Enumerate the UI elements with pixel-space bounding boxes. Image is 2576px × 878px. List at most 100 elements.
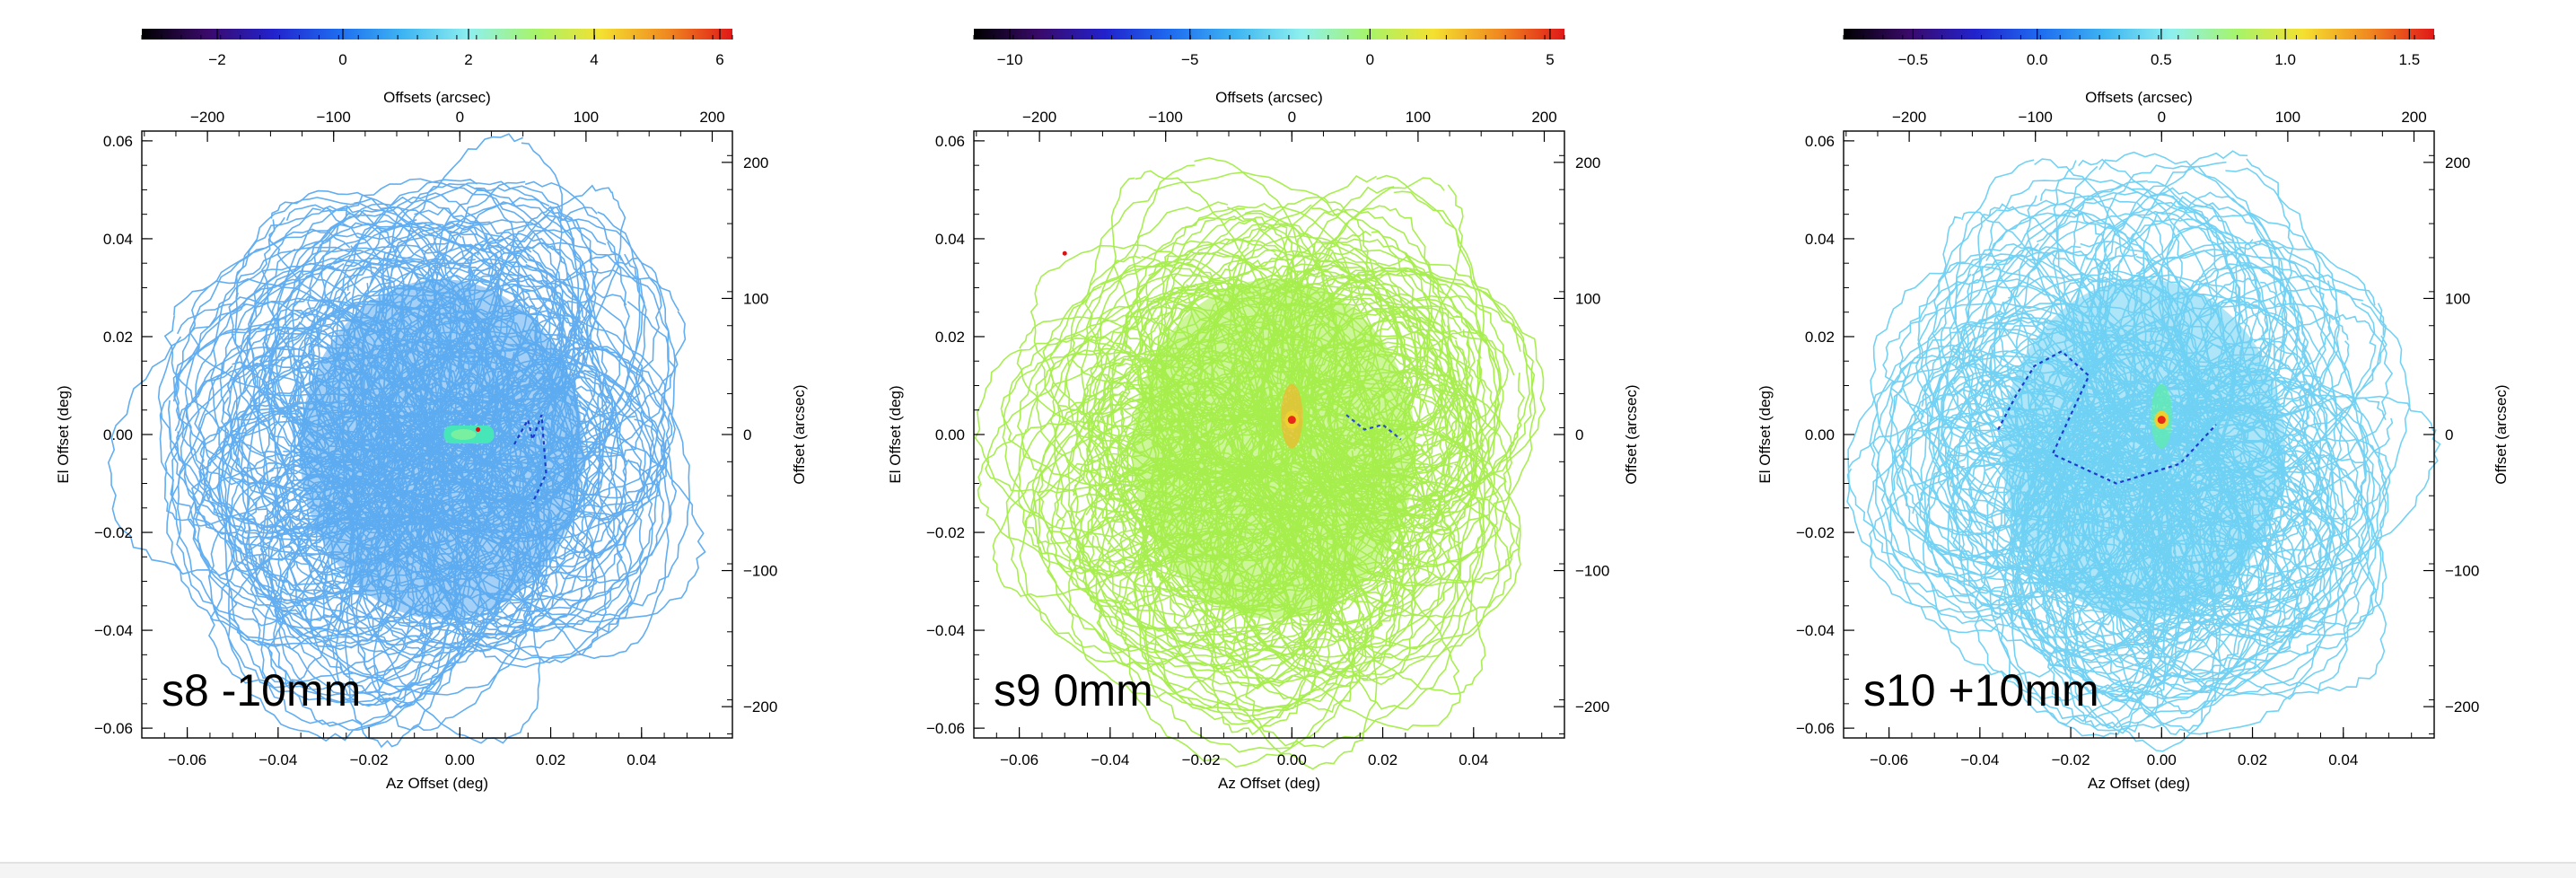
- colorbar-tick-label: 1.5: [2399, 51, 2421, 68]
- panel-label: s9 0mm: [994, 665, 1153, 716]
- right-tick-label: 200: [1575, 154, 1600, 171]
- top-tick-label: −200: [190, 109, 224, 126]
- x-tick-label: 0.04: [2328, 751, 2358, 768]
- top-tick-label: 0: [456, 109, 464, 126]
- x-tick-label: 0.00: [445, 751, 475, 768]
- right-tick-label: 100: [1575, 290, 1600, 307]
- top-tick-label: 200: [699, 109, 724, 126]
- right-tick-label: −200: [1575, 698, 1609, 716]
- x-tick-label: −0.04: [258, 751, 297, 768]
- top-tick-label: −100: [317, 109, 351, 126]
- x-tick-label: −0.04: [1091, 751, 1129, 768]
- right-tick-label: 100: [743, 290, 768, 307]
- y-tick-label: −0.06: [94, 720, 133, 737]
- colorbar-tick-label: 0: [1366, 51, 1374, 68]
- red-dot: [1062, 250, 1067, 256]
- y-tick-label: 0.04: [935, 231, 965, 248]
- scan-loop: [180, 345, 366, 561]
- right-tick-label: −100: [743, 563, 777, 580]
- top-tick-label: −100: [1149, 109, 1183, 126]
- colorbar-tick-label: 6: [715, 51, 723, 68]
- y-tick-label: 0.06: [1805, 133, 1835, 150]
- right-tick-label: 200: [743, 154, 768, 171]
- x-tick-label: 0.00: [2147, 751, 2177, 768]
- x-tick-label: 0.04: [1459, 751, 1488, 768]
- y-tick-label: 0.06: [103, 133, 133, 150]
- top-tick-label: −100: [2019, 109, 2053, 126]
- scan-core: [1132, 279, 1415, 619]
- y-tick-label: −0.06: [926, 720, 965, 737]
- y-tick-label: 0.04: [103, 231, 133, 248]
- x-axis-label: Az Offset (deg): [386, 775, 488, 792]
- top-tick-label: 100: [1406, 109, 1431, 126]
- y-tick-label: −0.06: [1796, 720, 1835, 737]
- top-tick-label: −200: [1892, 109, 1926, 126]
- scan-loop: [535, 257, 670, 580]
- colorbar-tick-label: −10: [997, 51, 1023, 68]
- y-tick-label: 0.02: [935, 329, 965, 346]
- top-tick-label: 100: [574, 109, 599, 126]
- right-tick-label: −200: [2445, 698, 2479, 716]
- x-tick-label: −0.02: [2052, 751, 2090, 768]
- colorbar-tick-label: 5: [1546, 51, 1554, 68]
- y-tick-label: 0.04: [1805, 231, 1835, 248]
- y-tick-label: 0.06: [935, 133, 965, 150]
- colorbar-tick-label: −0.5: [1898, 51, 1929, 68]
- top-tick-label: 0: [1288, 109, 1296, 126]
- trail: [513, 414, 548, 504]
- panel-label: s8 -10mm: [162, 665, 361, 716]
- right-tick-label: 0: [2445, 426, 2453, 443]
- x-tick-label: −0.06: [1870, 751, 1908, 768]
- y-axis-label: El Offset (deg): [55, 385, 72, 483]
- y-tick-label: −0.02: [94, 524, 133, 541]
- x-tick-label: 0.02: [1368, 751, 1398, 768]
- y-tick-label: 0.00: [935, 426, 965, 443]
- right-tick-label: 100: [2445, 290, 2470, 307]
- x-axis-label: Az Offset (deg): [1218, 775, 1320, 792]
- source-core: [1287, 416, 1296, 425]
- x-tick-label: 0.04: [626, 751, 656, 768]
- colorbar-tick-label: 1.0: [2274, 51, 2296, 68]
- colorbar: [974, 29, 1564, 40]
- colorbar: [1844, 29, 2434, 40]
- x-tick-label: −0.02: [1182, 751, 1221, 768]
- scan-core: [300, 279, 583, 619]
- y-tick-label: 0.00: [1805, 426, 1835, 443]
- scan-loop: [1046, 505, 1317, 712]
- colorbar-tick-label: 2: [464, 51, 472, 68]
- x-tick-label: −0.02: [350, 751, 389, 768]
- right-tick-label: −100: [1575, 563, 1609, 580]
- x-tick-label: 0.02: [536, 751, 565, 768]
- top-tick-label: 100: [2275, 109, 2300, 126]
- source-core: [2157, 416, 2166, 425]
- y-tick-label: −0.04: [926, 622, 965, 639]
- x-tick-label: −0.06: [1000, 751, 1038, 768]
- top-tick-label: 200: [2401, 109, 2426, 126]
- right-axis-label: Offset (arcsec): [2493, 384, 2510, 484]
- source-core: [451, 429, 477, 440]
- y-tick-label: −0.02: [926, 524, 965, 541]
- right-axis-label: Offset (arcsec): [1623, 384, 1640, 484]
- x-tick-label: 0.00: [1277, 751, 1307, 768]
- top-tick-label: −200: [1022, 109, 1056, 126]
- colorbar-tick-label: −5: [1181, 51, 1198, 68]
- trail: [1345, 414, 1402, 441]
- y-tick-label: 0.00: [103, 426, 133, 443]
- y-tick-label: −0.04: [94, 622, 133, 639]
- y-tick-label: 0.02: [103, 329, 133, 346]
- y-tick-label: 0.02: [1805, 329, 1835, 346]
- right-axis-label: Offset (arcsec): [791, 384, 808, 484]
- x-tick-label: 0.02: [2238, 751, 2267, 768]
- bottom-bar: [0, 862, 2576, 878]
- right-tick-label: −100: [2445, 563, 2479, 580]
- x-axis-label: Az Offset (deg): [2088, 775, 2190, 792]
- top-axis-label: Offsets (arcsec): [383, 89, 491, 106]
- y-tick-label: −0.04: [1796, 622, 1835, 639]
- colorbar-tick-label: 0.5: [2151, 51, 2172, 68]
- colorbar-tick-label: 4: [590, 51, 598, 68]
- colorbar: [142, 29, 732, 40]
- y-axis-label: El Offset (deg): [887, 385, 904, 483]
- top-tick-label: 200: [1531, 109, 1556, 126]
- y-tick-label: −0.02: [1796, 524, 1835, 541]
